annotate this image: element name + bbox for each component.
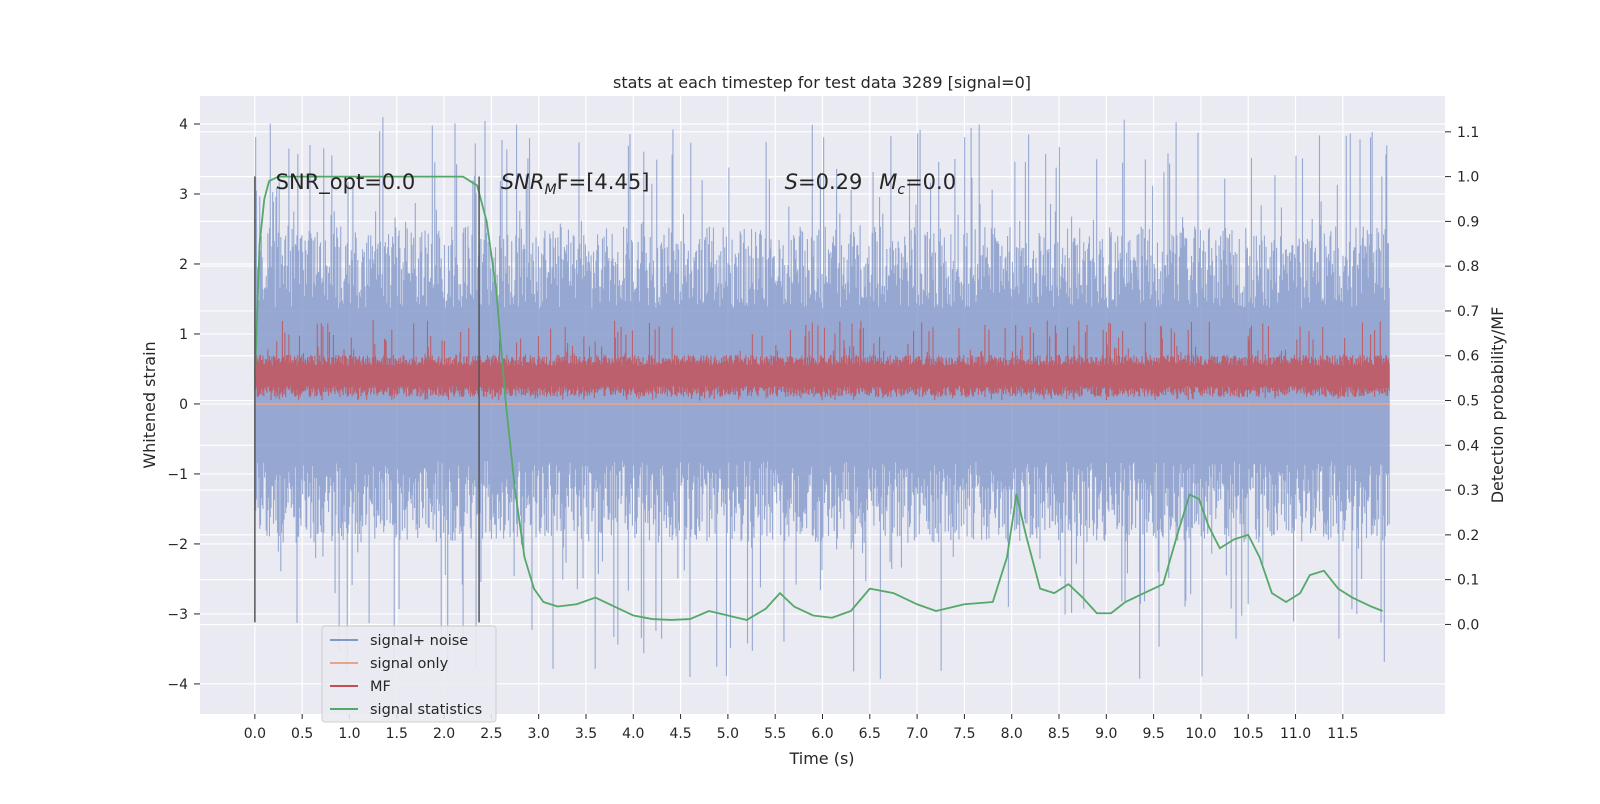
- x-tick-label: 1.0: [338, 726, 360, 742]
- legend-entry: signal+ noise: [370, 633, 468, 649]
- chart-title: stats at each timestep for test data 328…: [613, 73, 1031, 92]
- x-tick-label: 3.5: [575, 726, 597, 742]
- x-tick-label: 0.5: [291, 726, 313, 742]
- x-tick-label: 7.0: [906, 726, 928, 742]
- y-right-tick-label: 1.1: [1457, 125, 1479, 141]
- y-tick-label: −1: [167, 467, 188, 483]
- y-tick-label: −3: [167, 607, 188, 623]
- annotation-plain: SNR_opt=0.0: [276, 170, 416, 195]
- series-3-line: [253, 175, 1383, 621]
- x-tick-label: 4.0: [622, 726, 644, 742]
- y-right-tick-label: 0.1: [1457, 573, 1479, 589]
- vertical-lines: [254, 176, 480, 623]
- legend-entry: signal statistics: [370, 702, 482, 718]
- x-tick-label: 7.5: [953, 726, 975, 742]
- x-tick-label: 8.5: [1048, 726, 1070, 742]
- y-axis-label: Whitened strain: [140, 341, 159, 468]
- x-tick-label: 2.5: [480, 726, 502, 742]
- ticks: 0.0 0.5 1.0 1.5 2.0 2.5 3.0 3.5 4.0 4.5 5.0 5.5 6.0 6…: [167, 117, 1479, 742]
- y-tick-label: 0: [179, 397, 188, 413]
- y-tick-label: 3: [179, 187, 188, 203]
- x-tick-label: 9.0: [1095, 726, 1117, 742]
- x-tick-label: 1.5: [386, 726, 408, 742]
- legend-entry: MF: [370, 679, 391, 695]
- legend-box: [321, 625, 497, 723]
- x-tick-label: 4.5: [669, 726, 691, 742]
- legend: signal+ noise signal only MF signal statist…: [321, 625, 497, 723]
- x-tick-label: 10.0: [1185, 726, 1216, 742]
- y-tick-label: 4: [179, 117, 188, 133]
- y-tick-label: −2: [167, 537, 188, 553]
- y-tick-label: −4: [167, 677, 188, 693]
- annotations: SNR_opt=0.0 SNRMF=[4.45] S=0.29 Mc=0.0: [276, 170, 956, 198]
- y-right-tick-label: 1.0: [1457, 170, 1479, 186]
- x-tick-label: 10.5: [1233, 726, 1264, 742]
- x-tick-label: 2.0: [433, 726, 455, 742]
- annotation-s: S=0.29: [785, 170, 863, 194]
- y-tick-label: 2: [179, 257, 188, 273]
- x-tick-label: 9.5: [1142, 726, 1164, 742]
- x-tick-label: 3.0: [528, 726, 550, 742]
- x-tick-label: 6.0: [811, 726, 833, 742]
- y-right-tick-label: 0.8: [1457, 259, 1479, 275]
- y-right-tick-label: 0.2: [1457, 528, 1479, 544]
- y-right-tick-label: 0.3: [1457, 483, 1479, 499]
- x-axis-label: Time (s): [788, 749, 854, 768]
- annotation-mc: Mc=0.0: [879, 170, 956, 198]
- x-tick-label: 11.0: [1280, 726, 1311, 742]
- y-right-tick-label: 0.4: [1457, 438, 1479, 454]
- y-tick-label: 1: [179, 327, 188, 343]
- y-right-tick-label: 0.9: [1457, 214, 1479, 230]
- legend-entry: signal only: [370, 656, 449, 672]
- y-right-tick-label: 0.5: [1457, 394, 1479, 410]
- y-right-tick-label: 0.6: [1457, 349, 1479, 365]
- x-tick-label: 5.5: [764, 726, 786, 742]
- y-right-tick-label: 0.0: [1457, 617, 1479, 633]
- x-tick-label: 5.0: [717, 726, 739, 742]
- y-right-tick-label: 0.7: [1457, 304, 1479, 320]
- y-right-axis-label: Detection probability/MF: [1488, 307, 1507, 504]
- x-tick-label: 0.0: [244, 726, 266, 742]
- x-tick-label: 8.0: [1001, 726, 1023, 742]
- annotation-snr-mf: SNRMF=[4.45]: [501, 170, 650, 198]
- x-tick-label: 11.5: [1327, 726, 1358, 742]
- x-tick-label: 6.5: [859, 726, 881, 742]
